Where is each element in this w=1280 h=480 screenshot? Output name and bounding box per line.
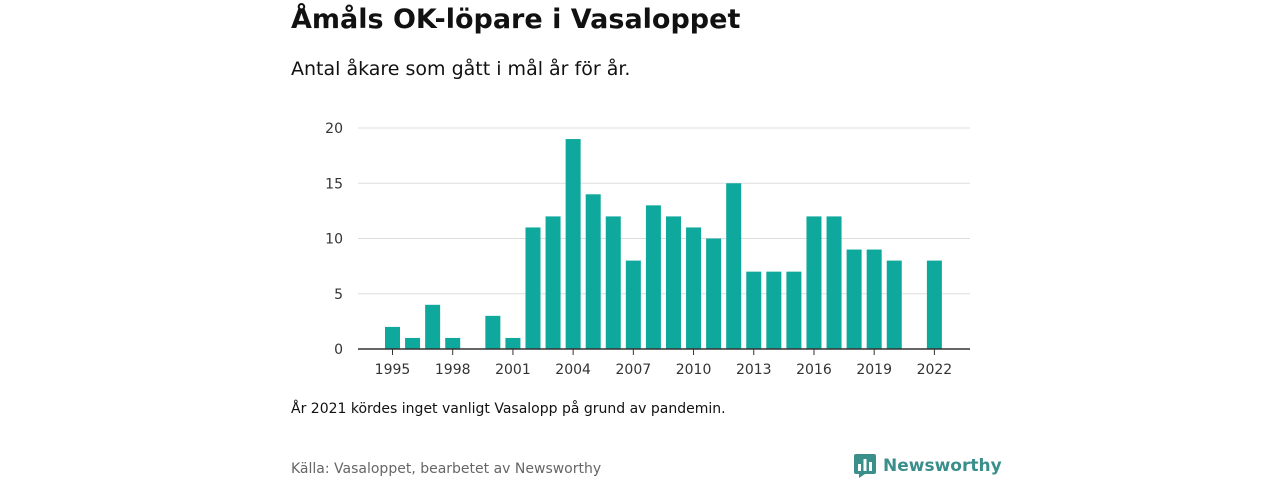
bar-1996 xyxy=(405,337,421,349)
bar-2010 xyxy=(686,227,702,349)
x-tick-label: 2013 xyxy=(736,362,772,378)
y-tick-label: 10 xyxy=(325,232,343,248)
bar-2001 xyxy=(505,337,521,349)
bar-2015 xyxy=(786,271,802,349)
bar-2004 xyxy=(565,139,581,349)
brand-name: Newsworthy xyxy=(883,456,1002,476)
bar-2012 xyxy=(726,183,742,349)
bar-1998 xyxy=(445,337,461,349)
bar-2007 xyxy=(625,260,641,349)
bar-1997 xyxy=(425,304,441,349)
x-tick-label: 1998 xyxy=(435,362,471,378)
bar-2011 xyxy=(706,238,722,349)
bar-2018 xyxy=(846,249,862,349)
bar-2003 xyxy=(545,216,561,349)
bars xyxy=(385,139,942,349)
bar-2009 xyxy=(665,216,681,349)
bar-2006 xyxy=(605,216,621,349)
y-tick-label: 15 xyxy=(325,176,343,192)
chart-title: Åmåls OK-löpare i Vasaloppet xyxy=(291,4,741,35)
source-credit: Källa: Vasaloppet, bearbetet av Newswort… xyxy=(291,461,602,477)
y-tick-label: 5 xyxy=(334,287,343,303)
bar-2020 xyxy=(886,260,902,349)
x-tick-label: 2004 xyxy=(555,362,591,378)
bar-2017 xyxy=(826,216,842,349)
y-tick-label: 20 xyxy=(325,121,343,137)
bar-chart: 0 5 10 15 20 1995 1998 2001 2004 2007 2010 2013 2016… xyxy=(325,121,970,378)
bar-2022 xyxy=(926,260,942,349)
bar-2008 xyxy=(645,205,661,349)
axes: 0 5 10 15 20 1995 1998 2001 2004 2007 2010 2013 2016… xyxy=(325,121,970,378)
bar-2002 xyxy=(525,227,541,349)
chart-note: År 2021 kördes inget vanligt Vasalopp på… xyxy=(291,401,726,417)
bar-1995 xyxy=(385,326,400,349)
bar-chart-speech-bubble-icon xyxy=(854,454,876,478)
bar-2000 xyxy=(485,315,501,349)
bar-2016 xyxy=(806,216,822,349)
bar-2013 xyxy=(746,271,762,349)
bar-2014 xyxy=(766,271,782,349)
x-tick-label: 2007 xyxy=(616,362,652,378)
x-tick-label: 1995 xyxy=(375,362,411,378)
x-tick-label: 2022 xyxy=(917,362,953,378)
newsworthy-brand: Newsworthy xyxy=(853,452,1002,480)
chart-subtitle: Antal åkare som gått i mål år för år. xyxy=(291,58,631,80)
y-tick-label: 0 xyxy=(334,342,343,358)
x-tick-label: 2001 xyxy=(495,362,531,378)
bar-2005 xyxy=(585,194,601,349)
x-tick-label: 2016 xyxy=(796,362,832,378)
x-tick-label: 2019 xyxy=(856,362,892,378)
bar-2019 xyxy=(866,249,882,349)
x-tick-label: 2010 xyxy=(676,362,712,378)
